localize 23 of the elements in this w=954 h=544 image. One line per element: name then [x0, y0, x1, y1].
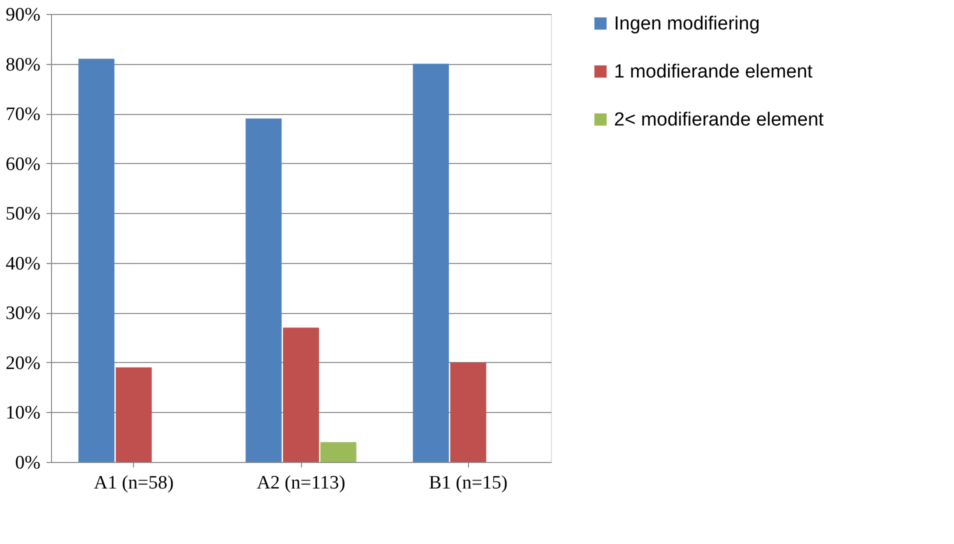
- x-tick-label: A1 (n=58): [94, 472, 174, 494]
- bar: [320, 442, 356, 462]
- bar: [412, 64, 449, 462]
- legend-label: 1 modifierande element: [614, 62, 814, 82]
- y-tick-label: 50%: [6, 204, 41, 225]
- y-tick-label: 60%: [6, 154, 41, 175]
- y-tick-label: 0%: [15, 452, 41, 474]
- y-tick-label: 70%: [6, 104, 41, 126]
- bar: [283, 328, 319, 462]
- bar: [116, 367, 152, 462]
- bar: [246, 118, 282, 462]
- x-tick-label: A2 (n=113): [256, 472, 346, 494]
- legend-label: 2< modifierande element: [614, 110, 824, 130]
- bar: [78, 58, 114, 462]
- y-tick-label: 40%: [6, 253, 41, 274]
- y-tick-label: 10%: [6, 402, 41, 424]
- legend-label: Ingen modifiering: [614, 14, 760, 34]
- bar: [450, 362, 486, 462]
- y-tick-label: 90%: [6, 4, 41, 26]
- y-tick-label: 30%: [6, 303, 41, 324]
- y-tick-label: 20%: [6, 352, 41, 374]
- x-tick-label: B1 (n=15): [428, 472, 508, 494]
- y-tick-label: 80%: [6, 54, 41, 76]
